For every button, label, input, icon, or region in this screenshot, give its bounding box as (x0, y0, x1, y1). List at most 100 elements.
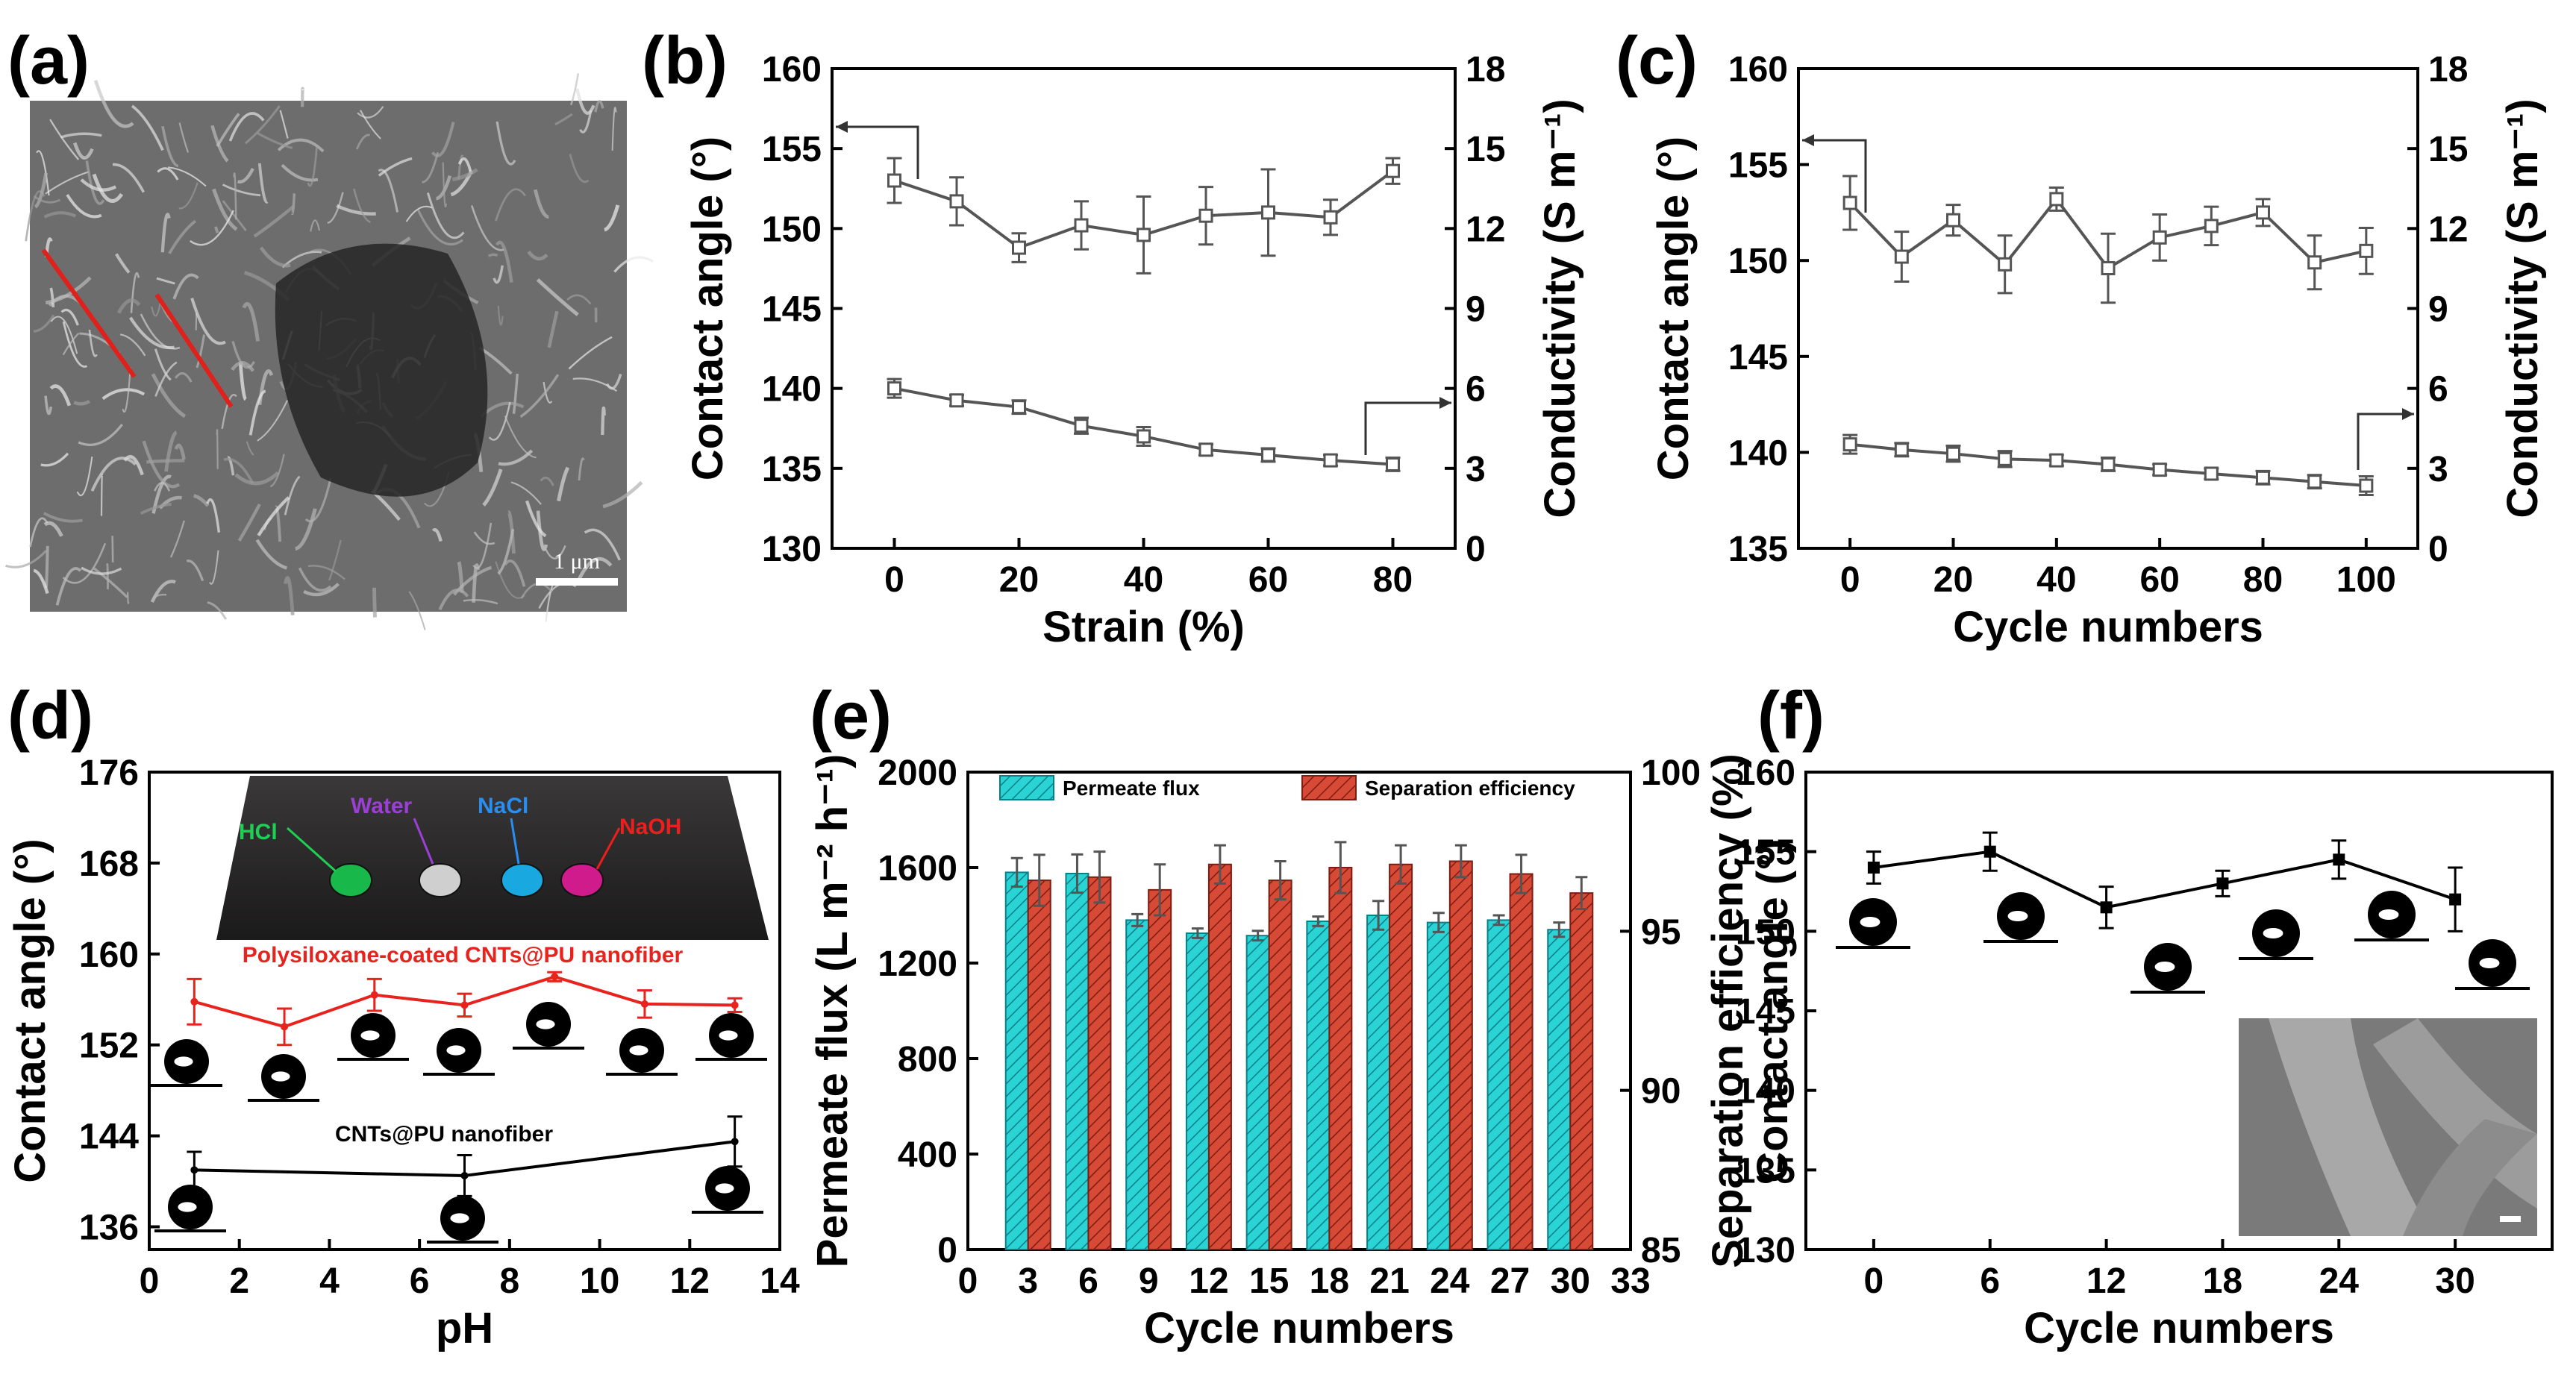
sem-fiber (140, 313, 181, 350)
axis-arrowhead-b-left (836, 121, 848, 133)
x-tick-label-e: 18 (1310, 1261, 1349, 1301)
sem-fiber (604, 204, 620, 232)
x-tick-label-d: 0 (140, 1261, 160, 1301)
chart-b: 0 20 40 60 80 130 135 140 145 150 155 160 0 3 6 9 12 15 18… (684, 50, 1584, 651)
y-tick-label-c: 135 (1728, 530, 1788, 569)
droplet-f-highlight (2007, 910, 2028, 922)
y-tick-label-f: 130 (1736, 1231, 1795, 1270)
panel-label-b: (b) (642, 24, 728, 98)
y-tick-label-b: 155 (762, 130, 822, 169)
sem-fiber (156, 277, 175, 285)
x-tick-label-d: 4 (319, 1261, 340, 1301)
sem-fiber (78, 424, 123, 446)
sem-fiber (174, 443, 186, 460)
sem-fiber (605, 374, 622, 390)
y-tick-label-e: 0 (937, 1231, 957, 1270)
sem-fiber (45, 171, 90, 195)
sem-fiber (62, 321, 88, 368)
bar-separation-efficiency (1268, 880, 1292, 1250)
sem-fiber (575, 88, 595, 115)
data-point-c-contact (1946, 213, 1960, 228)
bar-separation-efficiency (1389, 863, 1413, 1250)
data-point-d-red (370, 991, 378, 999)
sem-fiber (238, 362, 248, 401)
data-point-b-conductivity (1074, 418, 1089, 433)
sem-fiber (452, 168, 478, 182)
data-point-c-conductivity (1946, 446, 1960, 461)
sem-fiber (29, 517, 49, 548)
chart-c: 0 20 40 60 80 100 135 140 145 150 155 160 0 3 6 9 12 15 18… (1649, 50, 2547, 651)
sem-fiber (193, 494, 210, 507)
sem-fiber (300, 87, 304, 107)
data-point-d-black (460, 1171, 469, 1179)
sem-fiber (140, 502, 172, 515)
sem-fiber (457, 157, 473, 175)
x-tick-label-f: 18 (2203, 1261, 2242, 1301)
bar-separation-efficiency (1207, 863, 1232, 1250)
sem-fiber (442, 162, 447, 208)
sem-fiber (100, 474, 104, 516)
bar-permeate-flux (1185, 932, 1210, 1250)
droplet-f-highlight (2479, 957, 2500, 969)
data-point-c-contact (2307, 255, 2322, 270)
sem-fiber (223, 457, 254, 484)
sem-fiber (257, 400, 289, 442)
sem-fiber (60, 308, 79, 326)
sem-fiber (237, 503, 261, 542)
x-tick-label-e: 21 (1369, 1261, 1409, 1301)
sem-fiber (545, 545, 566, 559)
sem-fiber (611, 107, 617, 151)
chart-d: 0 2 4 6 8 10 12 14 136 144 152 160 168 176 pH Contact a… (6, 753, 800, 1352)
y2-tick-label-b: 15 (1466, 130, 1505, 169)
sem-fiber (274, 505, 282, 542)
sem-fiber (115, 253, 131, 274)
x-tick-label-c: 0 (1840, 560, 1860, 600)
data-point-c-conductivity (1894, 442, 1909, 457)
sem-fiber (45, 276, 92, 305)
legend-swatch-permeate (999, 775, 1054, 800)
sem-fiber (90, 457, 137, 492)
data-point-c-contact (2152, 230, 2167, 245)
y-tick-label-c: 160 (1728, 50, 1788, 90)
data-point-f-contact (2100, 901, 2113, 914)
data-point-d-red (281, 1023, 289, 1031)
y2-tick-label-e: 85 (1641, 1231, 1681, 1270)
y2-axis-label-b: Conductivity (S m⁻¹) (1536, 98, 1584, 518)
bar-permeate-flux (1125, 919, 1150, 1251)
y2-axis-label-c: Conductivity (S m⁻¹) (2498, 98, 2547, 518)
sem-fiber (269, 454, 285, 488)
sem-fiber (378, 169, 399, 213)
inset-photo-edge (216, 776, 250, 940)
sem-fiber (242, 301, 260, 342)
x-tick-label-d: 14 (760, 1261, 800, 1301)
sem-fiber (186, 559, 204, 582)
y-tick-label-f: 140 (1736, 1072, 1795, 1112)
y-tick-label-f: 145 (1736, 992, 1795, 1032)
sem-fiber (206, 498, 221, 533)
inset-pointer (510, 818, 520, 865)
sem-fiber (101, 388, 146, 401)
x-tick-label-e: 6 (1078, 1261, 1098, 1301)
x-tick-label-b: 20 (999, 560, 1039, 600)
y-tick-label-f: 135 (1736, 1151, 1795, 1191)
sem-fiber (568, 336, 613, 370)
data-point-b-conductivity (1137, 429, 1151, 444)
data-point-d-red (640, 1000, 648, 1008)
inset-label: Water (351, 794, 413, 818)
y-tick-label-e: 400 (898, 1135, 957, 1175)
sem-fiber (209, 550, 219, 585)
x-tick-label-c: 40 (2036, 560, 2076, 600)
sem-fiber (116, 298, 141, 314)
y-tick-label-c: 145 (1728, 338, 1788, 377)
data-point-c-contact (1842, 195, 1857, 210)
sem-fiber (55, 567, 82, 606)
sem-fiber (233, 172, 237, 220)
data-point-c-contact (2256, 205, 2270, 220)
axis-arrow-b-left (836, 125, 919, 179)
x-tick-label-d: 10 (580, 1261, 619, 1301)
x-tick-label-d: 6 (410, 1261, 430, 1301)
y-axis-label-c: Contact angle (°) (1649, 137, 1698, 480)
x-tick-label-e: 0 (958, 1261, 978, 1301)
bar-permeate-flux (1065, 873, 1090, 1250)
sem-fiber (304, 477, 332, 523)
